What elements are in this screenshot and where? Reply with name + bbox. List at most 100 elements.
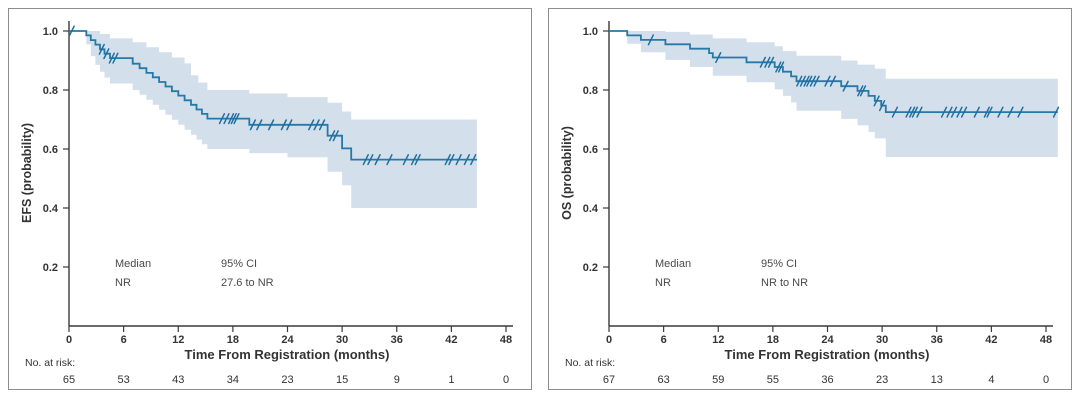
efs-censor-tick	[227, 113, 235, 125]
os-censor-tick	[946, 106, 953, 118]
os-ci-label: 95% CI	[761, 258, 797, 270]
os-censor-tick	[775, 61, 782, 73]
efs-x-tick-label: 6	[121, 334, 127, 346]
efs-censor-tick	[230, 113, 237, 125]
os-x-tick-label: 30	[876, 334, 888, 346]
os-km-curve	[609, 30, 1058, 113]
efs-censor-tick	[448, 154, 455, 166]
efs-censor-tick	[267, 119, 275, 131]
efs-risk-count: 43	[172, 374, 184, 386]
efs-censor-tick	[112, 52, 119, 64]
os-y-tick-label: 1.0	[583, 26, 598, 38]
efs-x-axis-title: Time From Registration (months)	[185, 347, 390, 362]
efs-risk-count: 0	[503, 374, 509, 386]
efs-y-tick-label: 0.8	[43, 85, 58, 97]
os-y-tick-label: 0.2	[583, 262, 598, 274]
efs-chart: 0 65 6 53 12 43 18 34 24 23 30 15 36 9 42 1 48 0 1.0 0.8 0.6…	[20, 21, 513, 386]
os-risk-count: 36	[821, 374, 833, 386]
os-x-tick-label: 24	[821, 334, 834, 346]
os-risk-count: 0	[1043, 374, 1049, 386]
os-censor-tick	[767, 56, 775, 68]
efs-y-tick-label: 0.2	[43, 262, 58, 274]
efs-km-curve	[69, 30, 477, 161]
os-x-tick-label: 6	[661, 334, 667, 346]
os-censor-tick	[973, 106, 980, 118]
efs-risk-count: 23	[281, 374, 293, 386]
os-risk-count: 59	[712, 374, 724, 386]
efs-censor-tick	[108, 52, 115, 64]
os-censor-tick	[647, 34, 655, 46]
efs-ci-value: 27.6 to NR	[221, 277, 274, 289]
os-ci-value: NR to NR	[761, 277, 808, 289]
os-risk-count: 23	[876, 374, 888, 386]
efs-censor-tick	[68, 25, 75, 37]
efs-censor-tick	[249, 119, 257, 131]
efs-x-tick-label: 42	[445, 334, 457, 346]
os-censor-tick	[857, 85, 864, 97]
efs-risk-count: 34	[227, 374, 239, 386]
os-axes	[608, 21, 1053, 327]
efs-x-tick-label: 24	[281, 334, 294, 346]
os-censor-tick	[1007, 106, 1014, 118]
os-censor-tick	[905, 106, 912, 118]
os-median-value: NR	[655, 277, 671, 289]
efs-censor-tick	[256, 119, 263, 131]
os-censor-tick	[956, 106, 963, 118]
os-chart: 0 67 6 63 12 59 18 55 24 36 30 23 36 13 42 4 48 0 1.0 0.8 0.…	[560, 21, 1060, 386]
os-risk-count: 63	[658, 374, 670, 386]
os-censor-tick	[1052, 106, 1060, 118]
os-panel: 0 67 6 63 12 59 18 55 24 36 30 23 36 13 42 4 48 0 1.0 0.8 0.…	[548, 8, 1072, 390]
os-censor-tick	[777, 61, 785, 73]
efs-censor-tick	[402, 154, 410, 166]
os-censor-tick	[878, 100, 886, 112]
efs-censor-tick	[286, 119, 293, 131]
efs-censor-tick	[332, 130, 339, 142]
efs-x-tick-label: 36	[391, 334, 403, 346]
efs-risk-count: 65	[63, 374, 75, 386]
efs-risk-count: 15	[336, 374, 348, 386]
os-x-tick-label: 12	[712, 334, 724, 346]
os-censor-tick	[983, 106, 990, 118]
efs-y-axis-title: EFS (probability)	[20, 123, 34, 223]
efs-risk-count: 9	[394, 374, 400, 386]
efs-censor-tick	[218, 113, 226, 125]
os-x-tick-label: 48	[1040, 334, 1052, 346]
efs-axes	[68, 21, 513, 327]
os-censor-tick	[950, 106, 958, 118]
os-censor-tick	[842, 80, 849, 92]
os-censor-tick	[891, 106, 899, 118]
os-y-axis-title: OS (probability)	[560, 126, 574, 220]
os-risk-count: 4	[988, 374, 994, 386]
os-censor-tick	[916, 106, 923, 118]
os-censor-tick	[909, 106, 916, 118]
os-x-tick-label: 18	[767, 334, 779, 346]
os-risk-label: No. at risk:	[565, 357, 615, 369]
os-censor-tick	[809, 75, 817, 87]
os-x-axis-title: Time From Registration (months)	[725, 347, 930, 362]
efs-censor-tick	[410, 154, 418, 166]
efs-panel: 0 65 6 53 12 43 18 34 24 23 30 15 36 9 42 1 48 0 1.0 0.8 0.6…	[8, 8, 532, 390]
efs-median-value: NR	[115, 277, 131, 289]
efs-censor-tick	[463, 154, 471, 166]
os-y-tick-label: 0.8	[583, 85, 598, 97]
os-censor-tick	[796, 75, 803, 87]
efs-censor-tick	[455, 154, 462, 166]
efs-censor-tick	[103, 48, 110, 60]
os-risk-count: 13	[931, 374, 943, 386]
os-censor-tick	[806, 75, 813, 87]
efs-y-tick-label: 0.4	[43, 203, 59, 215]
os-censor-tick	[859, 85, 867, 97]
efs-censor-tick	[414, 154, 421, 166]
os-censor-tick	[715, 52, 722, 64]
os-censor-tick	[829, 75, 837, 87]
efs-censor-tick	[223, 113, 230, 125]
efs-median-label: Median	[115, 258, 151, 270]
os-ci-band	[627, 31, 1058, 157]
os-censor-tick	[940, 106, 948, 118]
efs-risk-count: 1	[448, 374, 454, 386]
os-censor-tick	[803, 75, 810, 87]
os-censor-tick	[799, 75, 807, 87]
os-censor-tick	[986, 106, 993, 118]
os-x-tick-label: 0	[606, 334, 612, 346]
